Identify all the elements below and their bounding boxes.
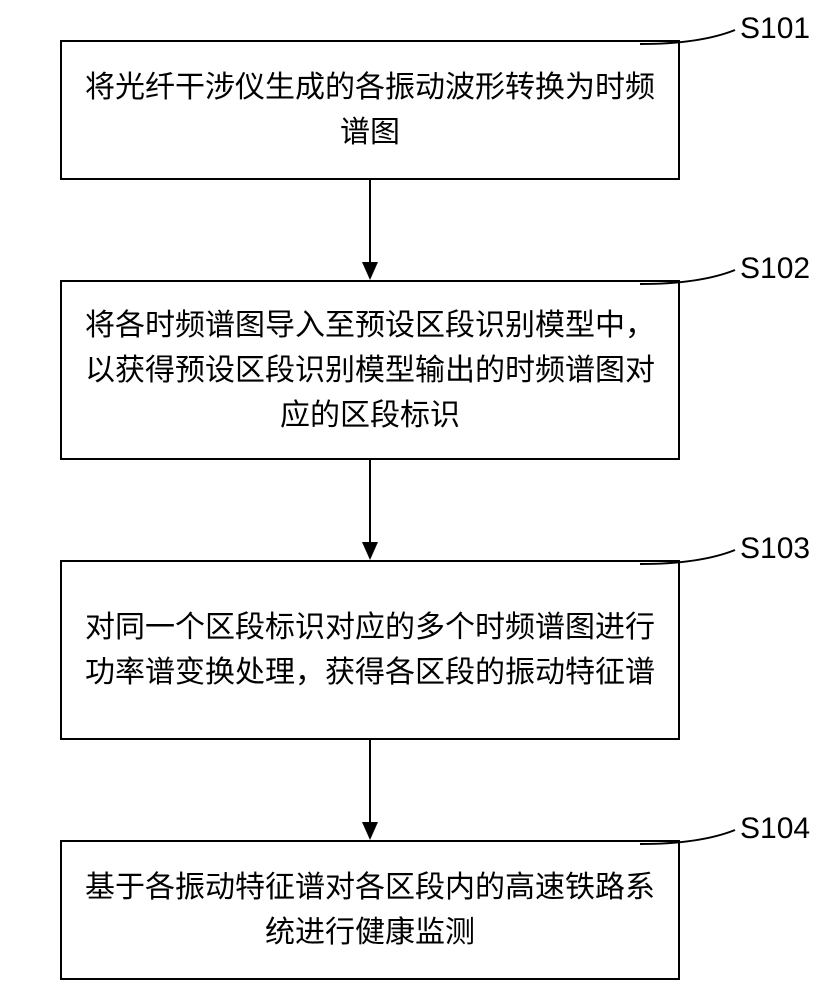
flowchart-canvas: 将光纤干涉仪生成的各振动波形转换为时频谱图 将各时频谱图导入至预设区段识别模型中…	[0, 0, 836, 1000]
flow-node-s103: 对同一个区段标识对应的多个时频谱图进行功率谱变换处理，获得各区段的振动特征谱	[60, 560, 680, 740]
step-label-s102: S102	[740, 252, 810, 286]
flow-node-s101: 将光纤干涉仪生成的各振动波形转换为时频谱图	[60, 40, 680, 180]
flow-node-text: 对同一个区段标识对应的多个时频谱图进行功率谱变换处理，获得各区段的振动特征谱	[82, 605, 658, 695]
step-label-s101: S101	[740, 12, 810, 46]
flow-node-text: 将各时频谱图导入至预设区段识别模型中，以获得预设区段识别模型输出的时频谱图对应的…	[82, 303, 658, 438]
flow-node-text: 将光纤干涉仪生成的各振动波形转换为时频谱图	[82, 65, 658, 155]
step-label-s103: S103	[740, 532, 810, 566]
flow-node-s102: 将各时频谱图导入至预设区段识别模型中，以获得预设区段识别模型输出的时频谱图对应的…	[60, 280, 680, 460]
step-label-s104: S104	[740, 812, 810, 846]
flow-node-text: 基于各振动特征谱对各区段内的高速铁路系统进行健康监测	[82, 865, 658, 955]
flow-node-s104: 基于各振动特征谱对各区段内的高速铁路系统进行健康监测	[60, 840, 680, 980]
